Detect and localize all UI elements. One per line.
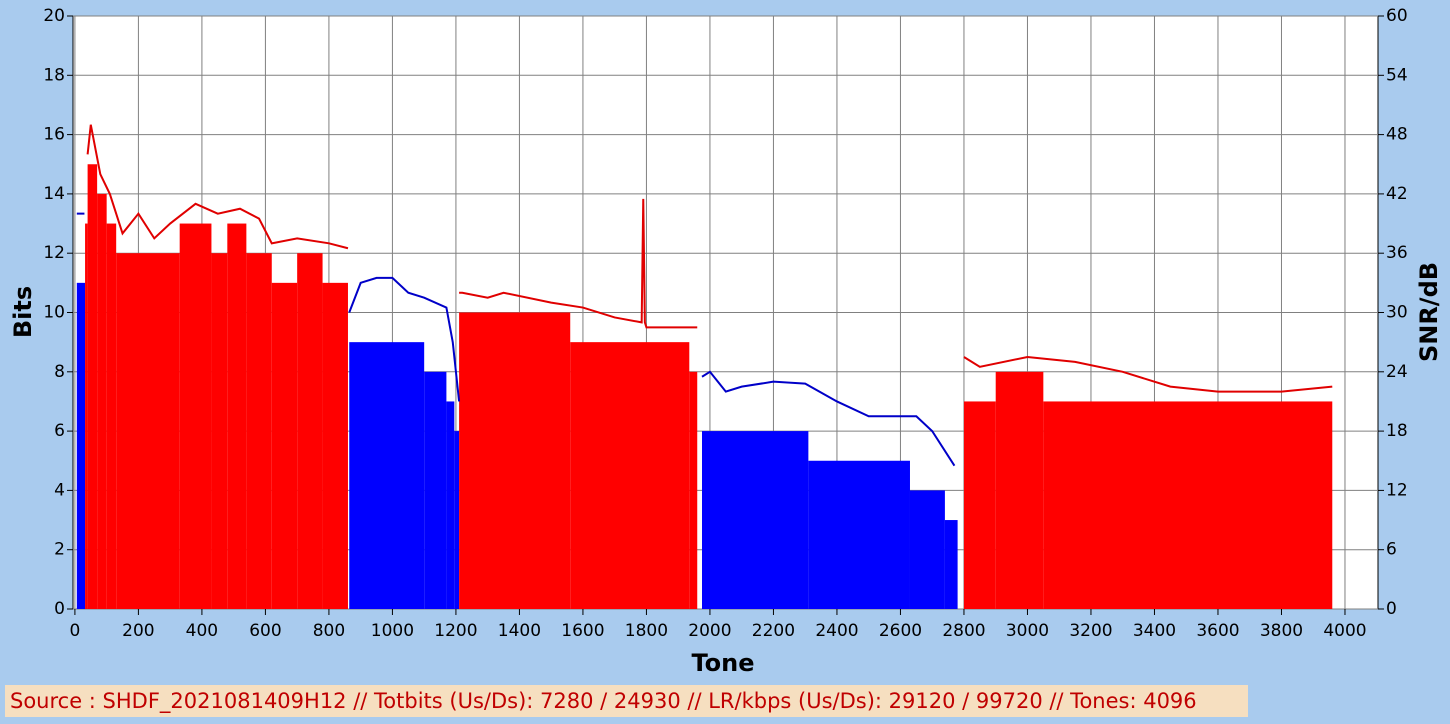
x-tick-label: 2400 bbox=[815, 621, 858, 641]
bit-bar bbox=[211, 253, 228, 609]
x-tick-label: 1000 bbox=[371, 621, 414, 641]
y2-tick-label: 36 bbox=[1386, 243, 1408, 263]
y-tick-label: 0 bbox=[54, 599, 65, 619]
y-tick-label: 12 bbox=[43, 243, 65, 263]
x-tick-label: 400 bbox=[186, 621, 218, 641]
bit-bar bbox=[85, 223, 88, 610]
y-tick-label: 20 bbox=[43, 6, 65, 26]
bit-bar bbox=[963, 401, 996, 609]
footer-box bbox=[5, 685, 1248, 717]
y-tick-label: 8 bbox=[54, 362, 65, 382]
y-axis-label: Bits bbox=[9, 286, 37, 338]
bit-bar bbox=[116, 253, 180, 609]
snr-line bbox=[86, 124, 1333, 393]
x-tick-label: 800 bbox=[313, 621, 345, 641]
x-tick-label: 1200 bbox=[434, 621, 477, 641]
bit-bar bbox=[995, 371, 1044, 609]
bit-bar bbox=[1043, 401, 1333, 609]
x-tick-label: 3600 bbox=[1196, 621, 1239, 641]
x-tick-label: 2600 bbox=[879, 621, 922, 641]
x-axis-label: Tone bbox=[691, 649, 754, 677]
snr-line bbox=[76, 212, 956, 467]
y-tick-label: 18 bbox=[43, 65, 65, 85]
bit-bar bbox=[97, 193, 107, 609]
bit-bar bbox=[271, 282, 298, 609]
footer: Source : SHDF_2021081409H12 // Totbits (… bbox=[10, 689, 1197, 714]
bit-bar bbox=[424, 371, 447, 609]
x-tick-label: 1400 bbox=[498, 621, 541, 641]
x-tick-label: 2200 bbox=[752, 621, 795, 641]
y-tick-label: 16 bbox=[43, 125, 65, 145]
x-tick-label: 0 bbox=[69, 621, 80, 641]
bit-bar bbox=[76, 282, 86, 609]
bit-bar bbox=[106, 223, 117, 610]
bit-bar bbox=[322, 282, 348, 609]
bit-bar bbox=[454, 431, 460, 609]
bit-bar bbox=[246, 253, 272, 609]
x-tick-label: 3000 bbox=[1006, 621, 1049, 641]
x-tick-label: 2800 bbox=[942, 621, 985, 641]
y-tick-label: 14 bbox=[43, 184, 65, 204]
y-tick-label: 6 bbox=[54, 421, 65, 441]
y-tick-label: 4 bbox=[54, 480, 65, 500]
x-tick-label: 1800 bbox=[625, 621, 668, 641]
y-tick-label: 10 bbox=[43, 303, 65, 323]
bit-bar bbox=[702, 431, 809, 609]
bit-bar bbox=[297, 253, 323, 609]
x-tick-label: 3800 bbox=[1260, 621, 1303, 641]
bit-bar bbox=[459, 312, 571, 609]
x-tick-label: 4000 bbox=[1323, 621, 1366, 641]
bit-bar bbox=[808, 460, 910, 609]
y2-axis-label: SNR/dB bbox=[1415, 262, 1443, 362]
y2-tick-label: 6 bbox=[1386, 540, 1397, 560]
bit-bar bbox=[944, 520, 958, 609]
x-tick-label: 600 bbox=[249, 621, 281, 641]
x-tick-label: 200 bbox=[122, 621, 154, 641]
bit-bar bbox=[349, 342, 425, 609]
x-tick-label: 1600 bbox=[561, 621, 604, 641]
x-tick-label: 3200 bbox=[1069, 621, 1112, 641]
bit-bar bbox=[227, 223, 247, 610]
bit-bar bbox=[689, 371, 698, 609]
y2-tick-label: 18 bbox=[1386, 421, 1408, 441]
y2-tick-label: 54 bbox=[1386, 65, 1408, 85]
y2-tick-label: 30 bbox=[1386, 303, 1408, 323]
y2-tick-label: 48 bbox=[1386, 125, 1408, 145]
y2-tick-label: 42 bbox=[1386, 184, 1408, 204]
y2-tick-label: 0 bbox=[1386, 599, 1397, 619]
x-tick-label: 2000 bbox=[688, 621, 731, 641]
y-tick-label: 2 bbox=[54, 540, 65, 560]
bit-bar bbox=[570, 342, 690, 609]
y2-tick-label: 24 bbox=[1386, 362, 1408, 382]
y2-tick-label: 12 bbox=[1386, 480, 1408, 500]
x-tick-label: 3400 bbox=[1133, 621, 1176, 641]
bit-bar bbox=[446, 401, 455, 609]
bit-bar bbox=[179, 223, 212, 610]
bit-bar bbox=[87, 164, 98, 609]
bit-bar bbox=[909, 490, 945, 609]
y2-tick-label: 60 bbox=[1386, 6, 1408, 26]
